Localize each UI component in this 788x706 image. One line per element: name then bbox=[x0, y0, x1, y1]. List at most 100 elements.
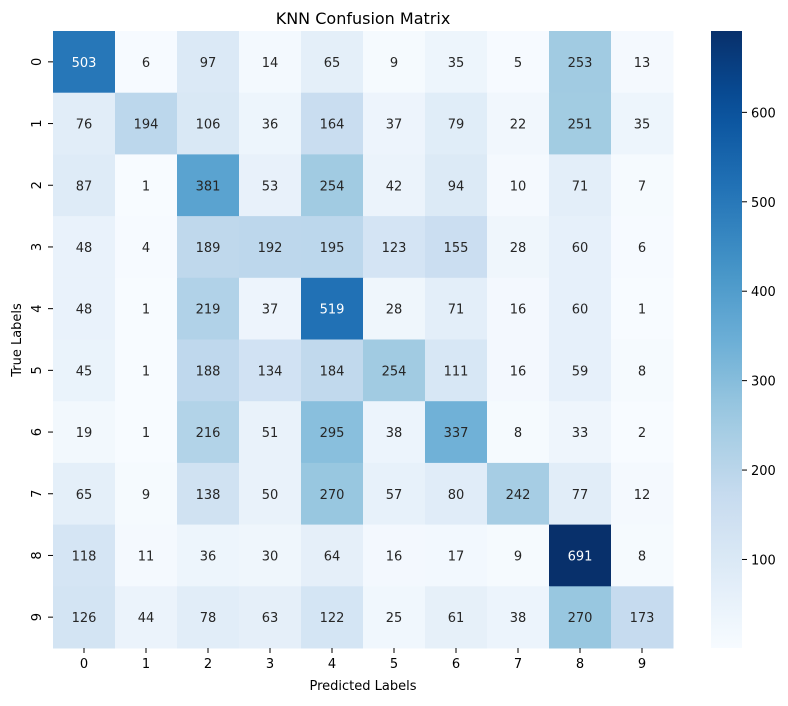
heatmap-cell-4-4 bbox=[301, 277, 364, 340]
cell-value-label-2-1: 1 bbox=[142, 179, 150, 194]
heatmap-cell-7-2 bbox=[177, 462, 240, 526]
cell-value-label-5-7: 16 bbox=[510, 364, 527, 379]
cell-value-label-3-1: 4 bbox=[142, 241, 150, 256]
colorbar-tick-label-2: 300 bbox=[751, 375, 776, 390]
y-axis: 0 1 2 3 4 5 6 7 8 9 bbox=[30, 58, 53, 621]
cell-value-label-9-9: 173 bbox=[630, 611, 655, 626]
heatmap-cell-2-4 bbox=[301, 154, 364, 217]
cell-value-label-8-7: 9 bbox=[514, 549, 522, 564]
cell-value-label-3-6: 155 bbox=[444, 241, 469, 256]
x-tick-label-4: 4 bbox=[328, 657, 336, 672]
heatmap-cell-7-4 bbox=[301, 462, 364, 526]
x-axis: 0 1 2 3 4 5 6 7 8 9 bbox=[80, 648, 646, 672]
cell-value-label-8-4: 64 bbox=[324, 549, 341, 564]
y-tick-label-4: 4 bbox=[30, 305, 45, 313]
cell-value-label-1-0: 76 bbox=[76, 118, 93, 133]
y-tick-label-6: 6 bbox=[30, 428, 45, 436]
x-tick-label-9: 9 bbox=[638, 657, 646, 672]
cell-value-label-5-8: 59 bbox=[572, 364, 589, 379]
heatmap-cell-7-7 bbox=[487, 462, 550, 526]
heatmap-cell-1-5 bbox=[363, 92, 426, 155]
cell-value-label-7-3: 50 bbox=[262, 488, 279, 503]
heatmap-cell-2-2 bbox=[177, 154, 240, 217]
heatmap-cell-1-8 bbox=[549, 92, 612, 155]
y-tick-label-0: 0 bbox=[30, 58, 45, 66]
heatmap-cell-1-4 bbox=[301, 92, 364, 155]
cell-value-label-9-5: 25 bbox=[386, 611, 403, 626]
cell-value-label-1-4: 164 bbox=[320, 118, 345, 133]
heatmap-cell-2-0 bbox=[53, 154, 116, 217]
heatmap-cell-3-4 bbox=[301, 216, 364, 279]
heatmap-cell-9-6 bbox=[425, 586, 488, 649]
cell-value-label-7-6: 80 bbox=[448, 488, 465, 503]
heatmap-cell-2-6 bbox=[425, 154, 488, 217]
heatmap-cell-3-7 bbox=[487, 216, 550, 279]
heatmap-cell-6-2 bbox=[177, 401, 240, 464]
heatmap-cell-5-0 bbox=[53, 339, 116, 402]
cell-value-label-9-7: 38 bbox=[510, 611, 527, 626]
cell-value-label-0-6: 35 bbox=[448, 56, 465, 71]
cell-value-label-6-6: 337 bbox=[444, 426, 469, 441]
heatmap-cell-0-1 bbox=[115, 31, 178, 94]
cell-value-label-9-1: 44 bbox=[138, 611, 155, 626]
cell-value-label-0-3: 14 bbox=[262, 56, 279, 71]
cell-value-label-9-3: 63 bbox=[262, 611, 279, 626]
heatmap-cell-6-8 bbox=[549, 401, 612, 464]
cell-value-label-2-5: 42 bbox=[386, 179, 403, 194]
heatmap-cell-5-2 bbox=[177, 339, 240, 402]
heatmap-cell-4-3 bbox=[239, 277, 302, 340]
y-tick-label-9: 9 bbox=[30, 613, 45, 621]
cell-value-label-5-2: 188 bbox=[196, 364, 221, 379]
heatmap-cell-5-8 bbox=[549, 339, 612, 402]
heatmap-cell-0-4 bbox=[301, 31, 364, 94]
cell-value-label-8-6: 17 bbox=[448, 549, 465, 564]
cell-value-label-1-2: 106 bbox=[196, 118, 221, 133]
heatmap-cell-9-8 bbox=[549, 586, 612, 649]
cell-value-label-8-5: 16 bbox=[386, 549, 403, 564]
cell-value-label-7-2: 138 bbox=[196, 488, 221, 503]
cell-value-label-9-6: 61 bbox=[448, 611, 465, 626]
heatmap-cell-5-9 bbox=[611, 339, 674, 402]
cell-value-label-9-2: 78 bbox=[200, 611, 217, 626]
heatmap-cell-5-6 bbox=[425, 339, 488, 402]
colorbar-ticks: 100 200 300 400 500 600 bbox=[742, 106, 776, 568]
cell-value-label-4-0: 48 bbox=[76, 303, 93, 318]
cell-value-label-2-0: 87 bbox=[76, 179, 93, 194]
cell-value-label-2-7: 10 bbox=[510, 179, 527, 194]
heatmap-cell-3-9 bbox=[611, 216, 674, 279]
heatmap-cell-5-1 bbox=[115, 339, 178, 402]
heatmap-cell-4-6 bbox=[425, 277, 488, 340]
colorbar-tick-label-0: 100 bbox=[751, 553, 776, 568]
cell-value-label-4-3: 37 bbox=[262, 303, 279, 318]
cell-value-label-2-4: 254 bbox=[320, 179, 345, 194]
heatmap-cell-8-3 bbox=[239, 524, 302, 587]
heatmap-cell-0-0 bbox=[53, 31, 116, 94]
heatmap-cell-3-1 bbox=[115, 216, 178, 279]
heatmap-cell-0-8 bbox=[549, 31, 612, 94]
cell-value-label-6-2: 216 bbox=[196, 426, 221, 441]
colorbar-tick-label-4: 500 bbox=[751, 196, 776, 211]
heatmap-cell-1-7 bbox=[487, 92, 550, 155]
cell-value-label-4-2: 219 bbox=[196, 303, 221, 318]
cell-value-label-0-4: 65 bbox=[324, 56, 341, 71]
cell-value-label-1-3: 36 bbox=[262, 118, 279, 133]
heatmap-cells bbox=[53, 31, 674, 649]
heatmap-cell-2-7 bbox=[487, 154, 550, 217]
cell-value-label-6-5: 38 bbox=[386, 426, 403, 441]
heatmap-cell-0-5 bbox=[363, 31, 426, 94]
heatmap-cell-5-4 bbox=[301, 339, 364, 402]
cell-value-label-6-4: 295 bbox=[320, 426, 345, 441]
heatmap-cell-3-3 bbox=[239, 216, 302, 279]
cell-value-label-7-4: 270 bbox=[320, 488, 345, 503]
x-tick-label-5: 5 bbox=[390, 657, 398, 672]
colorbar-tick-label-5: 600 bbox=[751, 106, 776, 121]
heatmap-cell-0-2 bbox=[177, 31, 240, 94]
cell-value-label-8-1: 11 bbox=[138, 549, 155, 564]
heatmap-cell-6-3 bbox=[239, 401, 302, 464]
heatmap-cell-8-9 bbox=[611, 524, 674, 587]
cell-value-label-0-7: 5 bbox=[514, 56, 522, 71]
heatmap-cell-4-5 bbox=[363, 277, 426, 340]
heatmap-cell-8-1 bbox=[115, 524, 178, 587]
cell-value-label-7-9: 12 bbox=[634, 488, 651, 503]
